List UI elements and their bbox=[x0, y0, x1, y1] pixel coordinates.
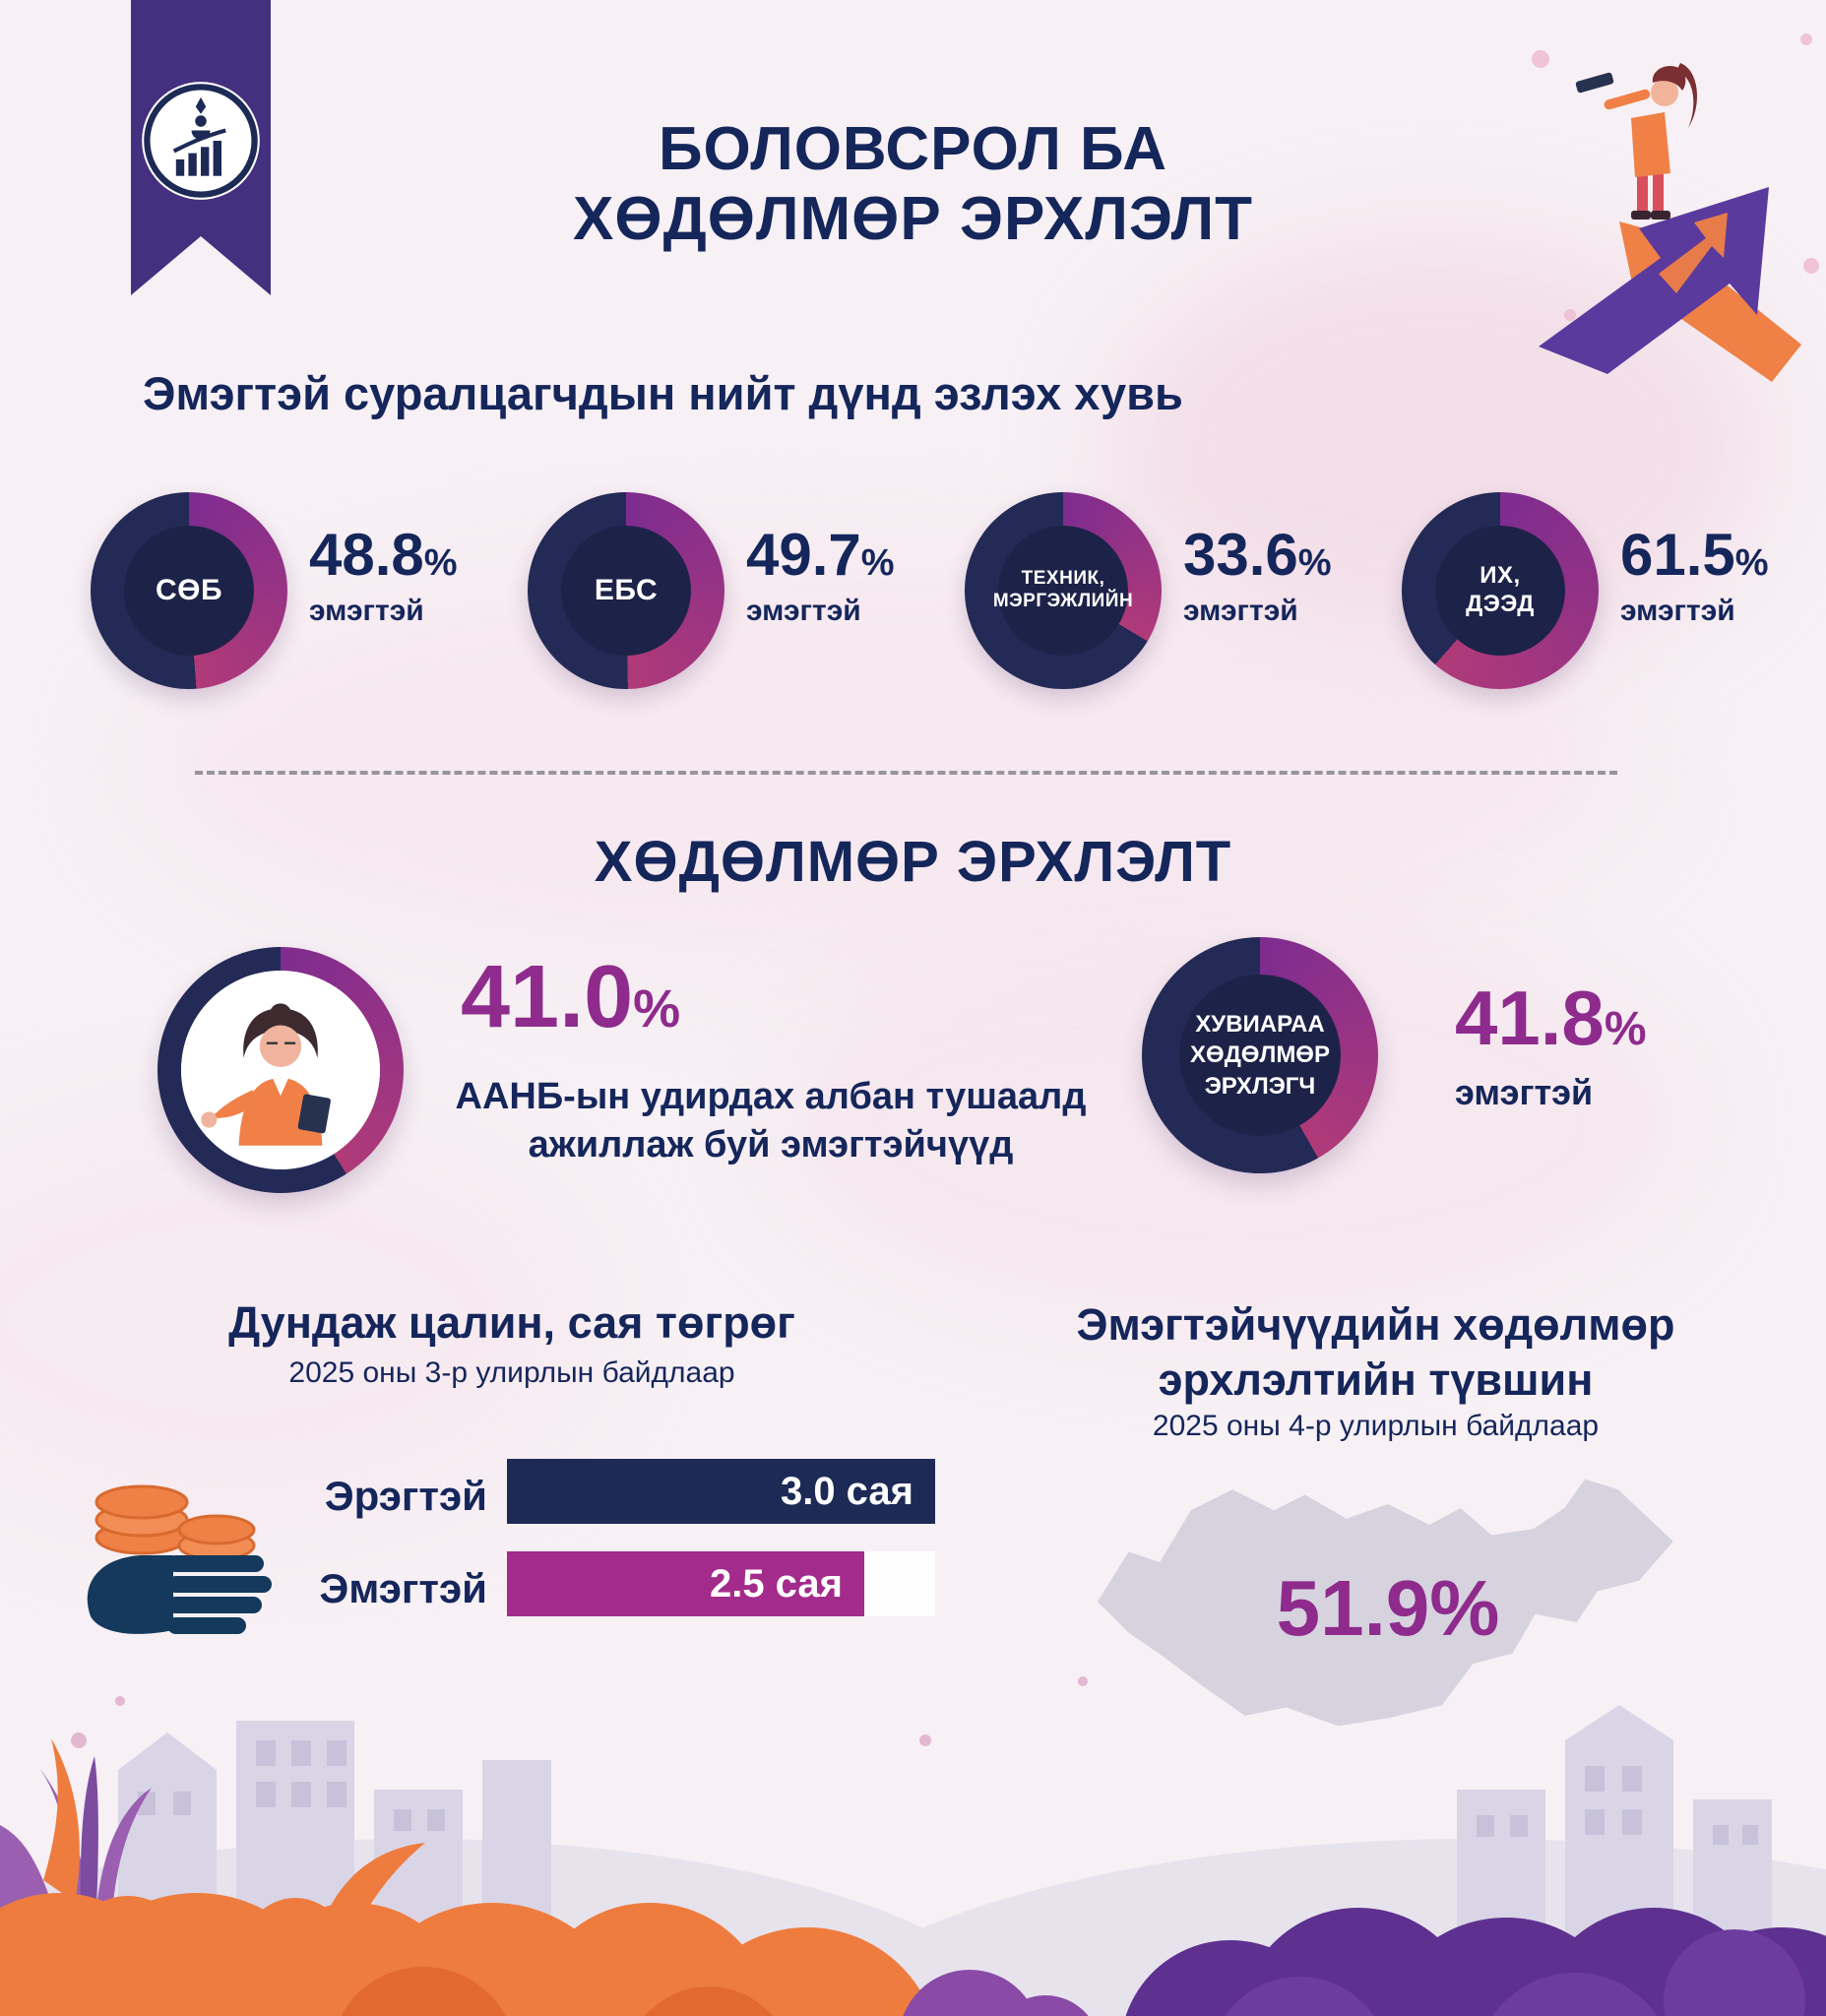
percent-sign: % bbox=[423, 542, 458, 584]
self-employed-label: ХУВИАРАА ХӨДӨЛМӨР ЭРХЛЭГЧ bbox=[1190, 1011, 1330, 1100]
page-title: БОЛОВСРОЛ БА ХӨДӨЛМӨР ЭРХЛЭЛТ bbox=[0, 114, 1826, 255]
employment-rate-title: Эмэгтэйчүүдийн хөдөлмөр эрхлэлтийн түвши… bbox=[1076, 1299, 1675, 1406]
value-number: 41.0 bbox=[461, 948, 634, 1046]
self-employed-percentage: 41.8% bbox=[1455, 979, 1647, 1056]
employment-rate-value: 51.9% bbox=[1276, 1564, 1500, 1652]
donut-sublabel: эмэгтэй bbox=[1183, 595, 1298, 627]
salary-bar-track-female: 2.5 сая bbox=[507, 1551, 935, 1616]
donut-center: СӨБ bbox=[124, 526, 254, 656]
page-title-line2: ХӨДӨЛМӨР ЭРХЛЭЛТ bbox=[572, 185, 1253, 254]
page-title-line1: БОЛОВСРОЛ БА bbox=[658, 115, 1168, 183]
statistics-office-logo bbox=[139, 79, 263, 203]
salary-bar-value: 2.5 сая bbox=[709, 1561, 843, 1606]
employment-rate-subtitle: 2025 оны 4-р улирлын байдлаар bbox=[1152, 1410, 1600, 1442]
donut-value: 61.5% эмэгтэй bbox=[1620, 526, 1769, 628]
donut-percentage: 33.6% bbox=[1183, 526, 1332, 585]
managers-percentage: 41.0% bbox=[461, 953, 680, 1041]
hand-coins-icon bbox=[77, 1457, 283, 1644]
value-number: 61.5 bbox=[1620, 522, 1735, 588]
managers-ring-chart bbox=[157, 947, 404, 1193]
self-employed-value: 41.8% эмэгтэй bbox=[1455, 979, 1647, 1113]
donut-sublabel: эмэгтэй bbox=[1620, 595, 1735, 627]
donut-sublabel: эмэгтэй bbox=[309, 595, 424, 627]
salary-bar-female: 2.5 сая bbox=[507, 1551, 864, 1616]
donut-label: ЕБС bbox=[594, 574, 659, 606]
donut-label: ИХ, ДЭЭД bbox=[1466, 562, 1535, 617]
mongolia-map bbox=[1098, 1439, 1678, 1764]
salary-bar-male: 3.0 сая bbox=[507, 1459, 935, 1524]
salary-chart-subtitle: 2025 оны 3-р улирлын байдлаар bbox=[288, 1356, 735, 1389]
donut-center: ХУВИАРАА ХӨДӨЛМӨР ЭРХЛЭГЧ bbox=[1179, 975, 1341, 1136]
donut-chart-university: ИХ, ДЭЭД bbox=[1402, 492, 1599, 689]
education-section-heading: Эмэгтэй суралцагчдын нийт дүнд эзлэх хув… bbox=[143, 367, 1183, 419]
employment-section-heading: ХӨДӨЛМӨР ЭРХЛЭЛТ bbox=[594, 830, 1232, 894]
salary-bar-track-male: 3.0 сая bbox=[507, 1459, 935, 1524]
self-employed-sublabel: эмэгтэй bbox=[1455, 1072, 1594, 1112]
watercolor-wash bbox=[138, 551, 1634, 975]
donut-value: 48.8% эмэгтэй bbox=[309, 526, 458, 628]
donut-label: СӨБ bbox=[155, 574, 223, 606]
salary-bar-value: 3.0 сая bbox=[780, 1469, 913, 1513]
salary-bar-label-female: Эмэгтэй bbox=[319, 1565, 487, 1611]
growth-arrow-woman-illustration bbox=[1521, 20, 1826, 384]
manager-woman-illustration bbox=[181, 971, 380, 1169]
donut-value: 33.6% эмэгтэй bbox=[1183, 526, 1332, 628]
dashed-divider bbox=[195, 771, 1617, 775]
education-donut-group-ebs: ЕБС 49.7% эмэгтэй bbox=[528, 492, 961, 699]
value-number: 48.8 bbox=[309, 522, 424, 588]
donut-center: ЕБС bbox=[561, 526, 691, 656]
managers-caption: ААНБ-ын удирдах албан тушаалд ажиллаж бу… bbox=[455, 1076, 1087, 1166]
self-employed-donut-chart: ХУВИАРАА ХӨДӨЛМӨР ЭРХЛЭГЧ bbox=[1142, 937, 1378, 1173]
donut-percentage: 48.8% bbox=[309, 526, 458, 585]
footer-skyline-foliage-illustration bbox=[0, 1622, 1826, 2016]
donut-center: ИХ, ДЭЭД bbox=[1435, 526, 1565, 656]
donut-sublabel: эмэгтэй bbox=[746, 595, 861, 627]
woman-with-telescope bbox=[1575, 63, 1698, 220]
donut-percentage: 49.7% bbox=[746, 526, 895, 585]
percent-sign: % bbox=[860, 542, 895, 584]
donut-percentage: 61.5% bbox=[1620, 526, 1769, 585]
value-number: 49.7 bbox=[746, 522, 861, 588]
salary-chart-title: Дундаж цалин, сая төгрөг bbox=[228, 1297, 795, 1348]
percent-sign: % bbox=[1297, 542, 1332, 584]
percent-sign: % bbox=[633, 979, 681, 1039]
value-number: 33.6 bbox=[1183, 522, 1298, 588]
donut-chart-ebs: ЕБС bbox=[528, 492, 724, 689]
education-donut-group-university: ИХ, ДЭЭД 61.5% эмэгтэй bbox=[1402, 492, 1826, 699]
donut-label: ТЕХНИК, МЭРГЭЖЛИЙН bbox=[992, 568, 1134, 611]
percent-sign: % bbox=[1734, 542, 1769, 584]
salary-bar-label-male: Эрэгтэй bbox=[324, 1473, 487, 1519]
donut-chart-technical: ТЕХНИК, МЭРГЭЖЛИЙН bbox=[965, 492, 1162, 689]
education-donut-group-sob: СӨБ 48.8% эмэгтэй bbox=[91, 492, 524, 699]
logo-icon bbox=[142, 82, 260, 200]
value-number: 41.8 bbox=[1455, 975, 1605, 1061]
education-donut-group-technical: ТЕХНИК, МЭРГЭЖЛИЙН 33.6% эмэгтэй bbox=[965, 492, 1398, 699]
percent-sign: % bbox=[1604, 1003, 1647, 1055]
donut-value: 49.7% эмэгтэй bbox=[746, 526, 895, 628]
donut-chart-sob: СӨБ bbox=[91, 492, 287, 689]
donut-center: ТЕХНИК, МЭРГЭЖЛИЙН bbox=[993, 526, 1133, 656]
